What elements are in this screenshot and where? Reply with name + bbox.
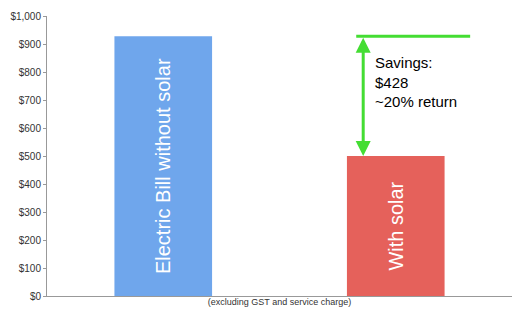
svg-text:$900: $900	[19, 39, 42, 50]
svg-text:$400: $400	[19, 179, 42, 190]
svg-text:$500: $500	[19, 151, 42, 162]
svg-text:$600: $600	[19, 123, 42, 134]
svg-text:(excluding GST and service cha: (excluding GST and service charge)	[208, 297, 351, 307]
svg-text:Savings:$428~20% return: Savings:$428~20% return	[375, 54, 457, 110]
svg-text:Electric Bill without solar: Electric Bill without solar	[152, 58, 174, 274]
svg-text:$0: $0	[30, 291, 42, 302]
svg-text:$700: $700	[19, 95, 42, 106]
svg-text:$300: $300	[19, 207, 42, 218]
svg-text:$800: $800	[19, 67, 42, 78]
svg-text:$1,000: $1,000	[10, 11, 41, 22]
svg-text:With solar: With solar	[385, 181, 407, 270]
svg-text:$100: $100	[19, 263, 42, 274]
svg-text:$200: $200	[19, 235, 42, 246]
